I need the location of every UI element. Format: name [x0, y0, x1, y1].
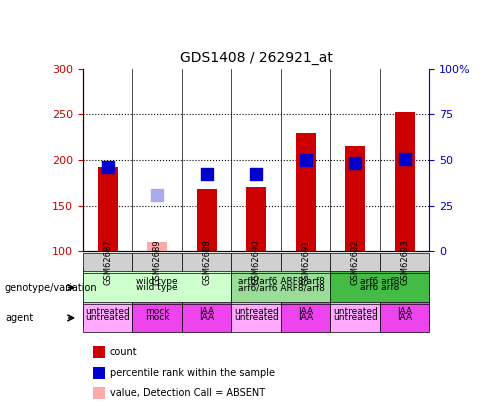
Bar: [147, 242, 167, 251]
Point: [203, 171, 211, 177]
Point: [401, 156, 408, 162]
Bar: [197, 189, 217, 251]
Bar: [346, 146, 365, 251]
Text: mock: mock: [145, 307, 169, 316]
Point: [302, 157, 309, 163]
Text: percentile rank within the sample: percentile rank within the sample: [110, 368, 275, 377]
Text: GSM62687: GSM62687: [103, 239, 112, 285]
Text: count: count: [110, 347, 138, 357]
Text: wild type: wild type: [136, 277, 178, 286]
Text: untreated: untreated: [85, 307, 130, 316]
Text: untreated: untreated: [234, 307, 279, 316]
Point: [104, 164, 112, 171]
Text: arf6 arf8: arf6 arf8: [360, 283, 400, 292]
Text: wild type: wild type: [136, 283, 178, 292]
Text: GSM62691: GSM62691: [301, 239, 310, 285]
Text: IAA: IAA: [298, 313, 313, 322]
Point: [153, 191, 161, 198]
Bar: [246, 187, 266, 251]
Text: IAA: IAA: [199, 307, 214, 316]
Text: GSM62692: GSM62692: [351, 239, 360, 285]
Text: untreated: untreated: [333, 313, 378, 322]
Text: genotype/variation: genotype/variation: [5, 283, 98, 292]
Bar: [98, 167, 118, 251]
Text: untreated: untreated: [234, 313, 279, 322]
Text: untreated: untreated: [333, 307, 378, 316]
Text: arf6/arf6 ARF8/arf8: arf6/arf6 ARF8/arf8: [238, 277, 325, 286]
Text: IAA: IAA: [397, 313, 412, 322]
Title: GDS1408 / 262921_at: GDS1408 / 262921_at: [180, 51, 333, 65]
Text: arf6/arf6 ARF8/arf8: arf6/arf6 ARF8/arf8: [238, 283, 325, 292]
Bar: [395, 112, 415, 251]
Text: agent: agent: [5, 313, 33, 323]
Text: GSM62690: GSM62690: [252, 239, 261, 285]
Text: GSM62688: GSM62688: [202, 239, 211, 285]
Point: [351, 160, 359, 166]
Bar: [296, 133, 316, 251]
Text: mock: mock: [145, 313, 169, 322]
Text: GSM62689: GSM62689: [153, 239, 162, 285]
Text: IAA: IAA: [199, 313, 214, 322]
Text: untreated: untreated: [85, 313, 130, 322]
Text: IAA: IAA: [397, 307, 412, 316]
Text: value, Detection Call = ABSENT: value, Detection Call = ABSENT: [110, 388, 265, 398]
Point: [252, 171, 260, 177]
Text: arf6 arf8: arf6 arf8: [360, 277, 400, 286]
Text: IAA: IAA: [298, 307, 313, 316]
Text: GSM62693: GSM62693: [400, 239, 409, 285]
